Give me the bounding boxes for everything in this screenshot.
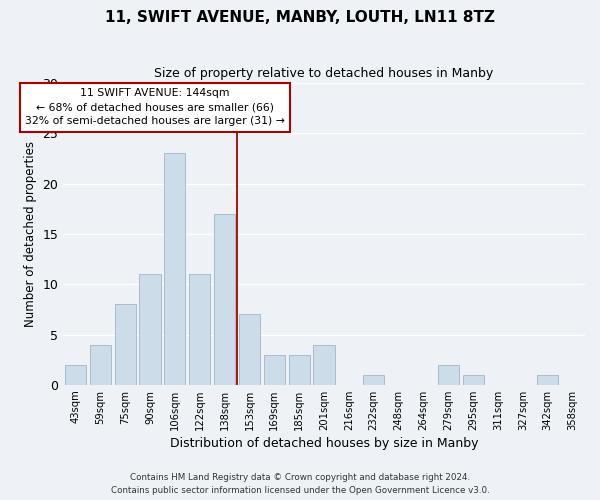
Text: 11, SWIFT AVENUE, MANBY, LOUTH, LN11 8TZ: 11, SWIFT AVENUE, MANBY, LOUTH, LN11 8TZ bbox=[105, 10, 495, 25]
Bar bbox=[189, 274, 210, 385]
Bar bbox=[90, 344, 111, 385]
Bar bbox=[214, 214, 235, 385]
Bar bbox=[264, 354, 285, 385]
Bar bbox=[363, 375, 384, 385]
Bar bbox=[463, 375, 484, 385]
Text: Contains HM Land Registry data © Crown copyright and database right 2024.
Contai: Contains HM Land Registry data © Crown c… bbox=[110, 473, 490, 495]
Bar bbox=[537, 375, 558, 385]
Bar bbox=[65, 364, 86, 385]
X-axis label: Distribution of detached houses by size in Manby: Distribution of detached houses by size … bbox=[170, 437, 478, 450]
Bar bbox=[313, 344, 335, 385]
Text: 11 SWIFT AVENUE: 144sqm
← 68% of detached houses are smaller (66)
32% of semi-de: 11 SWIFT AVENUE: 144sqm ← 68% of detache… bbox=[25, 88, 285, 126]
Title: Size of property relative to detached houses in Manby: Size of property relative to detached ho… bbox=[154, 68, 494, 80]
Bar bbox=[438, 364, 459, 385]
Bar bbox=[139, 274, 161, 385]
Bar bbox=[115, 304, 136, 385]
Bar bbox=[289, 354, 310, 385]
Bar bbox=[164, 154, 185, 385]
Y-axis label: Number of detached properties: Number of detached properties bbox=[24, 141, 37, 327]
Bar bbox=[239, 314, 260, 385]
